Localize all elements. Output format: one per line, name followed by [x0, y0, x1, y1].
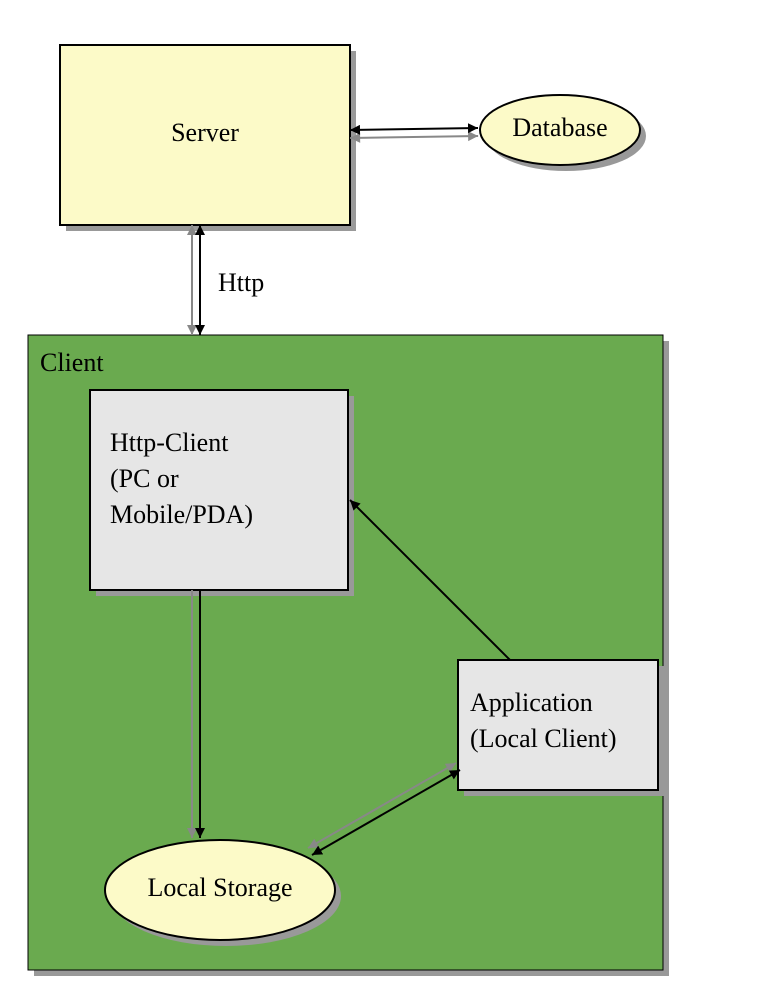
server-label: Server	[171, 118, 239, 147]
local-storage-label: Local Storage	[147, 873, 292, 902]
diagram-canvas: Client Server Database Http-Client (PC or Mob…	[0, 0, 767, 1007]
http-client-label-1: (PC or	[110, 464, 179, 493]
edge-server-db-shadow	[350, 136, 478, 138]
edge-server-client-label: Http	[218, 268, 264, 297]
database-label: Database	[512, 113, 607, 142]
client-label: Client	[40, 348, 104, 377]
http-client-label-0: Http-Client	[110, 428, 229, 457]
application-label-1: (Local Client)	[470, 724, 617, 753]
application-label-0: Application	[470, 688, 593, 717]
http-client-label-2: Mobile/PDA)	[110, 500, 253, 529]
edge-server-db	[350, 128, 478, 130]
